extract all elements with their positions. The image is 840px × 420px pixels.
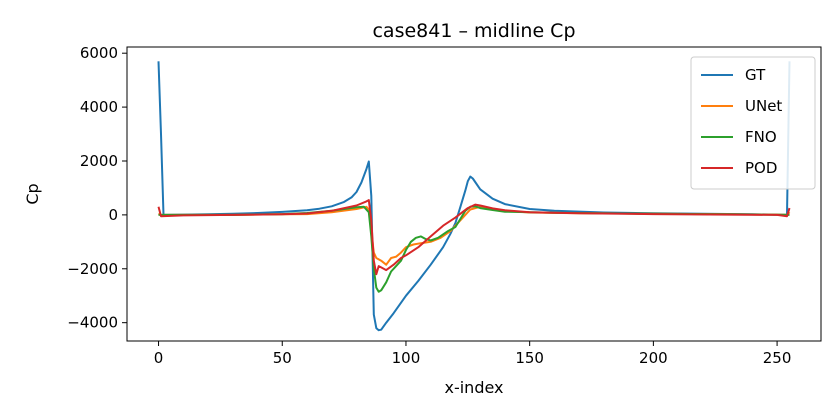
legend-box — [690, 56, 816, 190]
series-line-fno — [158, 205, 790, 293]
x-tick-label: 200 — [639, 349, 668, 367]
legend: GT UNet FNO POD — [690, 56, 816, 190]
series-line-gt — [157, 61, 791, 332]
legend-label-pod: POD — [745, 159, 777, 177]
chart-title: case841 – midline Cp — [372, 20, 575, 42]
y-tick-label: 4000 — [80, 98, 118, 116]
x-tick-label: 250 — [763, 349, 792, 367]
y-tick-label: 6000 — [80, 44, 118, 62]
y-axis: −4000 −2000 0 2000 4000 6000 — [67, 44, 127, 332]
x-axis-label: x-index — [444, 378, 503, 397]
legend-label-gt: GT — [745, 66, 766, 84]
legend-label-unet: UNet — [745, 97, 782, 115]
y-tick-label: 0 — [108, 206, 118, 224]
x-tick-label: 150 — [515, 349, 544, 367]
y-tick-label: −4000 — [67, 314, 118, 332]
x-tick-label: 50 — [273, 349, 292, 367]
x-tick-label: 100 — [392, 349, 421, 367]
series-line-pod — [157, 199, 791, 276]
y-axis-label: Cp — [23, 183, 42, 204]
y-tick-label: −2000 — [67, 260, 118, 278]
x-tick-label: 0 — [154, 349, 164, 367]
plot-frame — [126, 46, 822, 342]
legend-label-fno: FNO — [745, 128, 777, 146]
x-axis: 0 50 100 150 200 250 — [154, 341, 792, 367]
y-tick-label: 2000 — [80, 152, 118, 170]
